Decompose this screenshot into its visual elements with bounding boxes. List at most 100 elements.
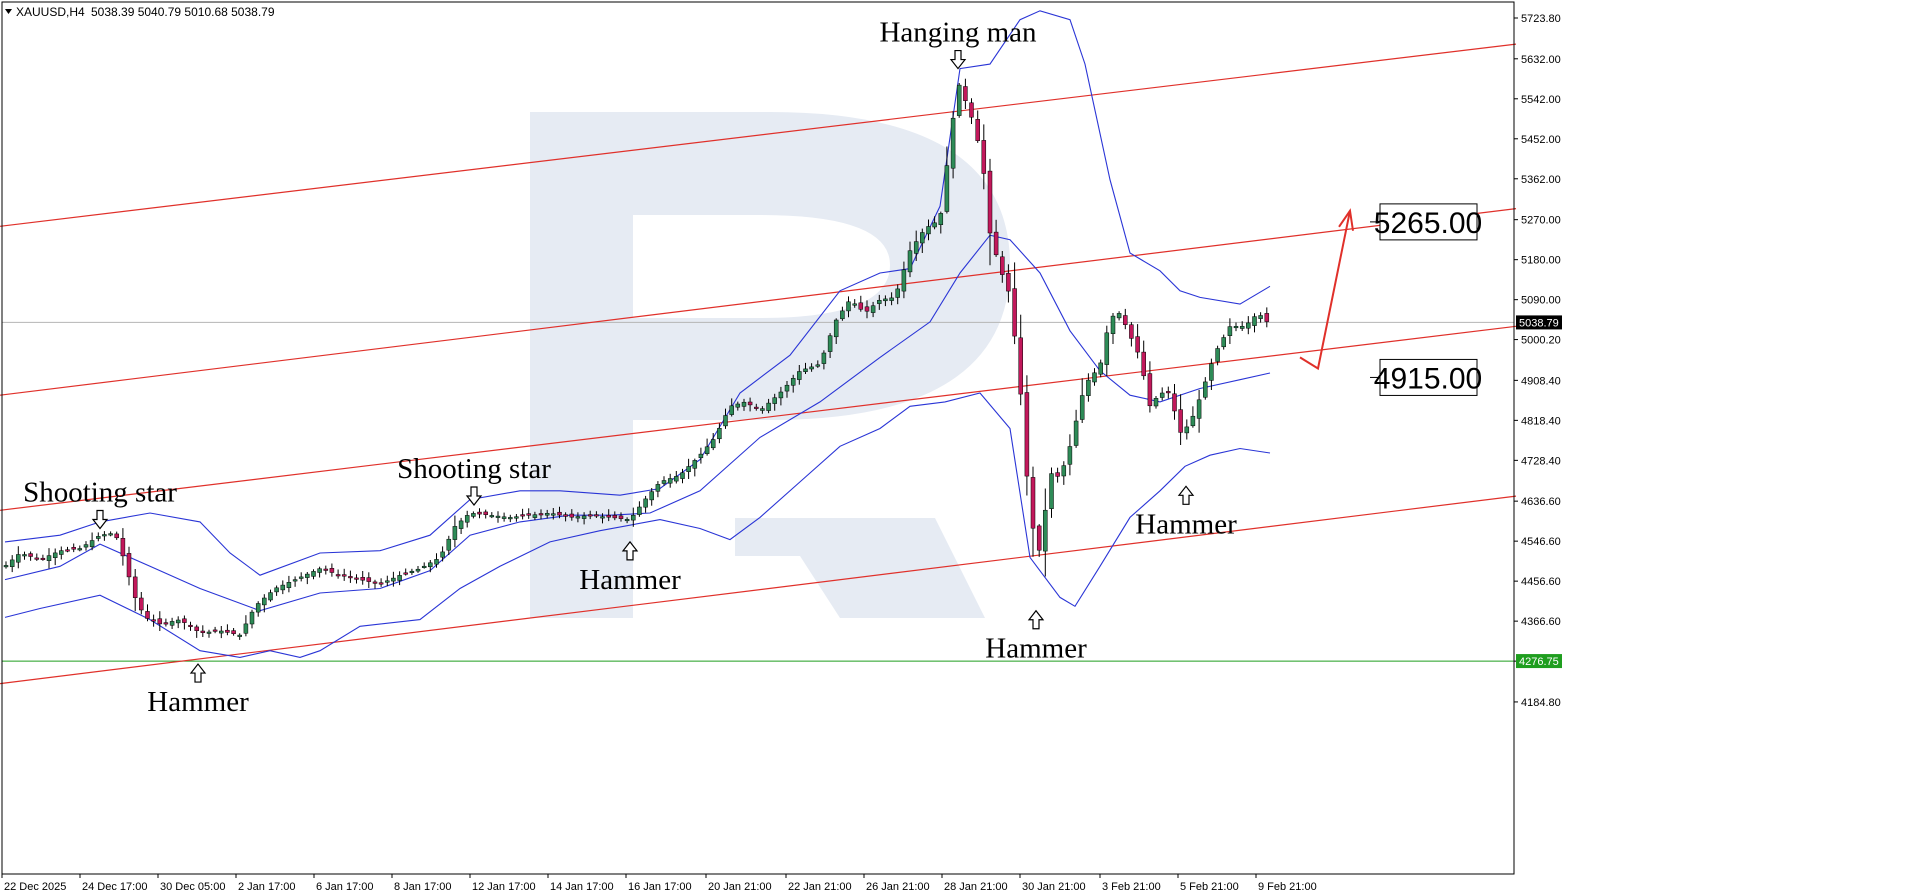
- forecast-arrow: [1299, 210, 1351, 371]
- candle-body: [243, 623, 249, 634]
- candle-body: [637, 506, 642, 515]
- candle-body: [1178, 409, 1183, 433]
- candle-body: [698, 453, 704, 459]
- candle-body: [1123, 315, 1128, 325]
- candle-body: [1135, 336, 1140, 353]
- x-tick-label: 14 Jan 17:00: [550, 881, 614, 893]
- candle-body: [926, 226, 931, 235]
- x-tick-label: 16 Jan 17:00: [628, 881, 692, 893]
- candle-body: [557, 511, 562, 516]
- x-tick-label: 30 Jan 21:00: [1022, 881, 1086, 893]
- pattern-label: Shooting star: [397, 453, 551, 485]
- candle-body: [1159, 392, 1165, 398]
- candle-body: [704, 446, 710, 454]
- candle-body: [1079, 395, 1085, 420]
- x-tick-label: 28 Jan 21:00: [944, 881, 1008, 893]
- candle-body: [415, 568, 421, 572]
- candle-body: [34, 557, 40, 560]
- candle-body: [89, 540, 95, 548]
- pattern-label: Hanging man: [879, 17, 1037, 49]
- level-label-1: 4915.00: [1374, 362, 1482, 395]
- candle-body: [1147, 373, 1153, 407]
- arrow-up-icon: [1177, 485, 1195, 505]
- x-tick-label: 24 Dec 17:00: [82, 881, 147, 893]
- candle-body: [790, 378, 796, 386]
- candle-body: [96, 536, 101, 539]
- candle-body: [59, 550, 64, 555]
- candle-body: [963, 86, 968, 101]
- x-tick-label: 22 Jan 21:00: [788, 881, 852, 893]
- candle-body: [126, 553, 132, 578]
- x-tick-label: 2 Jan 17:00: [238, 881, 296, 893]
- candle-body: [870, 305, 876, 313]
- y-tick-label: 4184.80: [1521, 697, 1561, 709]
- candle-body: [1172, 393, 1177, 412]
- candle-body: [372, 581, 378, 584]
- y-tick-label: 4728.40: [1521, 455, 1561, 467]
- candle-body: [766, 402, 771, 411]
- candle-body: [329, 568, 335, 573]
- candle-body: [1018, 337, 1023, 395]
- candle-body: [483, 511, 488, 515]
- candle-body: [612, 515, 618, 519]
- candle-body: [938, 213, 944, 225]
- candle-body: [1166, 391, 1171, 394]
- candle-body: [920, 232, 925, 244]
- y-axis: 5723.80 5632.00 5542.00 5452.00 5362.00 5270.…: [1514, 13, 1562, 709]
- candle-body: [1116, 313, 1122, 319]
- candle-body: [71, 547, 76, 550]
- candle-body: [1196, 399, 1202, 419]
- pattern-label: Hammer: [1135, 508, 1237, 540]
- candle-body: [723, 415, 728, 427]
- candle-body: [114, 533, 119, 539]
- triangle-down-icon[interactable]: [5, 9, 12, 14]
- candle-body: [28, 553, 33, 557]
- level-box-1: [1379, 358, 1478, 396]
- x-tick-label: 5 Feb 21:00: [1180, 881, 1239, 893]
- candle-body: [378, 582, 384, 585]
- candle-body: [594, 514, 599, 517]
- candle-body: [194, 626, 199, 631]
- candle-body: [1184, 426, 1190, 434]
- candle-body: [950, 117, 956, 169]
- candle-body: [864, 306, 870, 312]
- y-tick-label: 4818.40: [1521, 415, 1561, 427]
- candle-body: [538, 513, 544, 516]
- x-axis: 22 Dec 2025 24 Dec 17:00 30 Dec 05:00 2 Jan…: [1, 874, 1317, 893]
- y-tick-label: 4908.40: [1521, 375, 1561, 387]
- candle-body: [686, 466, 691, 472]
- candle-body: [760, 408, 765, 411]
- candle-body: [661, 480, 667, 484]
- candle-body: [587, 514, 593, 517]
- candle-body: [22, 554, 27, 557]
- candle-body: [145, 611, 150, 619]
- candle-body: [1221, 337, 1226, 348]
- y-tick-label: 5723.80: [1521, 13, 1561, 25]
- candle-body: [520, 514, 525, 517]
- candle-body: [1215, 348, 1220, 362]
- candle-body: [944, 165, 950, 212]
- arrow-up-icon: [621, 540, 639, 561]
- x-tick-label: 20 Jan 21:00: [708, 881, 772, 893]
- candle-body: [83, 544, 89, 548]
- symbol-label: XAUUSD,H4: [16, 5, 85, 19]
- candle-body: [1110, 315, 1116, 334]
- channel-line-0: [0, 43, 1517, 227]
- candle-body: [1036, 525, 1042, 551]
- candle-body: [489, 515, 495, 518]
- candle-body: [151, 619, 156, 622]
- candle-body: [458, 520, 464, 529]
- y-tick-label: 5632.00: [1521, 54, 1561, 66]
- candle-body: [858, 302, 864, 310]
- candle-body: [1086, 379, 1091, 396]
- candle-body: [1000, 256, 1005, 275]
- candle-body: [169, 621, 175, 626]
- candle-body: [772, 397, 777, 404]
- candle-body: [52, 552, 58, 558]
- arrow-up-icon: [189, 663, 207, 683]
- current-price-tag: 5038.79: [1519, 317, 1559, 329]
- candle-body: [692, 460, 698, 469]
- candle-body: [182, 618, 187, 623]
